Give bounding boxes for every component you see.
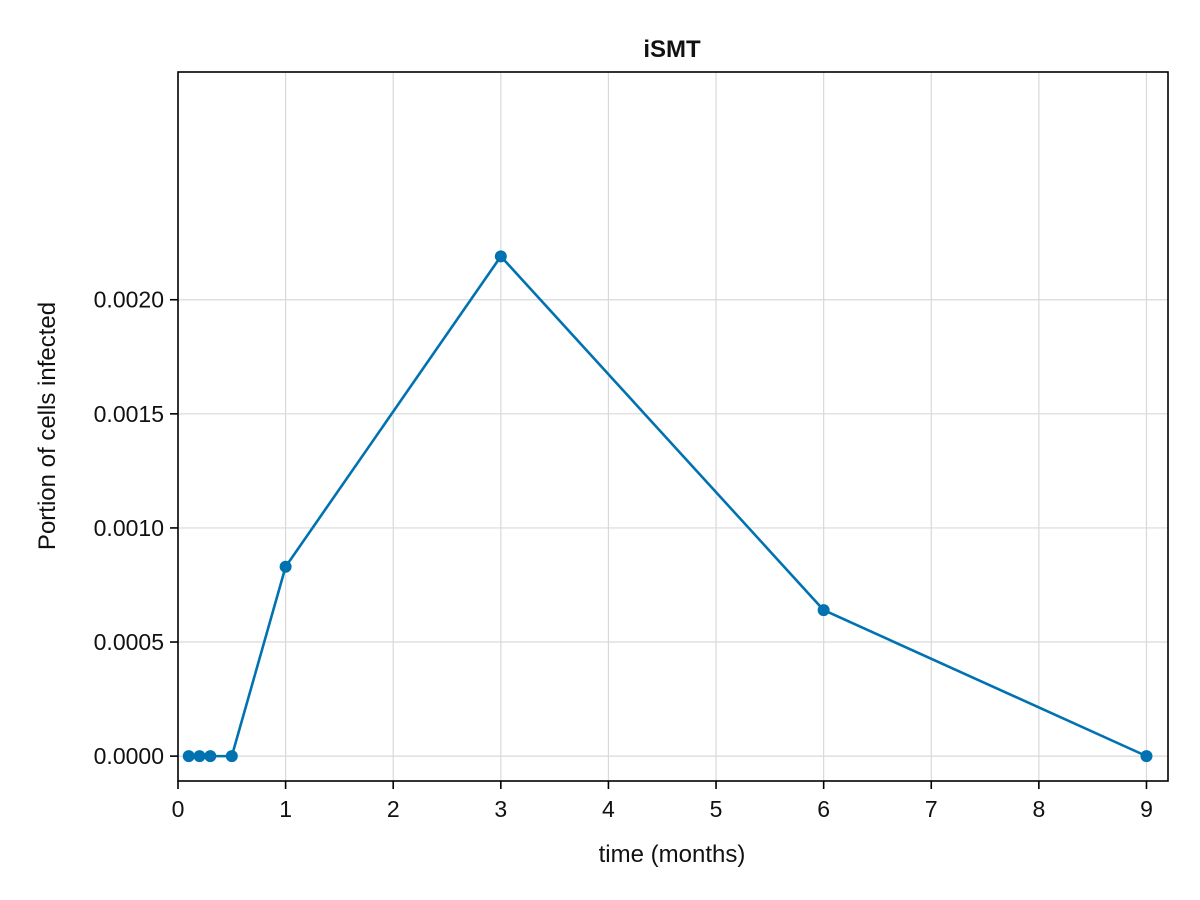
x-tick-label: 6 <box>817 796 830 822</box>
y-tick-labels: 0.0000 0.0005 0.0010 0.0015 0.0020 <box>94 287 164 769</box>
series-layer <box>182 250 1153 763</box>
data-point <box>494 250 507 263</box>
y-tick-label: 0.0010 <box>94 515 164 541</box>
x-tick-label: 4 <box>602 796 615 822</box>
data-point <box>204 750 217 763</box>
plot-frame <box>177 71 1169 782</box>
data-point <box>817 604 830 617</box>
grid-lines <box>177 72 1168 781</box>
data-point <box>279 560 292 573</box>
y-tick-label: 0.0015 <box>94 401 164 427</box>
y-axis-label: Portion of cells infected <box>34 302 61 550</box>
x-tick-label: 5 <box>710 796 723 822</box>
x-tick-label: 0 <box>172 796 185 822</box>
x-tick-labels: 0 1 2 3 4 5 6 7 8 9 <box>172 796 1153 822</box>
chart-title: iSMT <box>643 36 701 63</box>
y-tick-label: 0.0000 <box>94 743 164 769</box>
x-tick-label: 1 <box>279 796 292 822</box>
x-axis-label: time (months) <box>599 841 746 868</box>
axis-ticks <box>170 298 1148 789</box>
y-tick-label: 0.0020 <box>94 287 164 313</box>
series-line <box>188 255 1148 758</box>
y-tick-label: 0.0005 <box>94 629 164 655</box>
data-point <box>193 750 206 763</box>
x-tick-label: 8 <box>1032 796 1045 822</box>
x-tick-label: 7 <box>925 796 938 822</box>
data-point <box>225 750 238 763</box>
x-tick-label: 9 <box>1140 796 1153 822</box>
x-tick-label: 3 <box>494 796 507 822</box>
data-point <box>182 750 195 763</box>
x-tick-label: 2 <box>387 796 400 822</box>
data-point <box>1140 750 1153 763</box>
